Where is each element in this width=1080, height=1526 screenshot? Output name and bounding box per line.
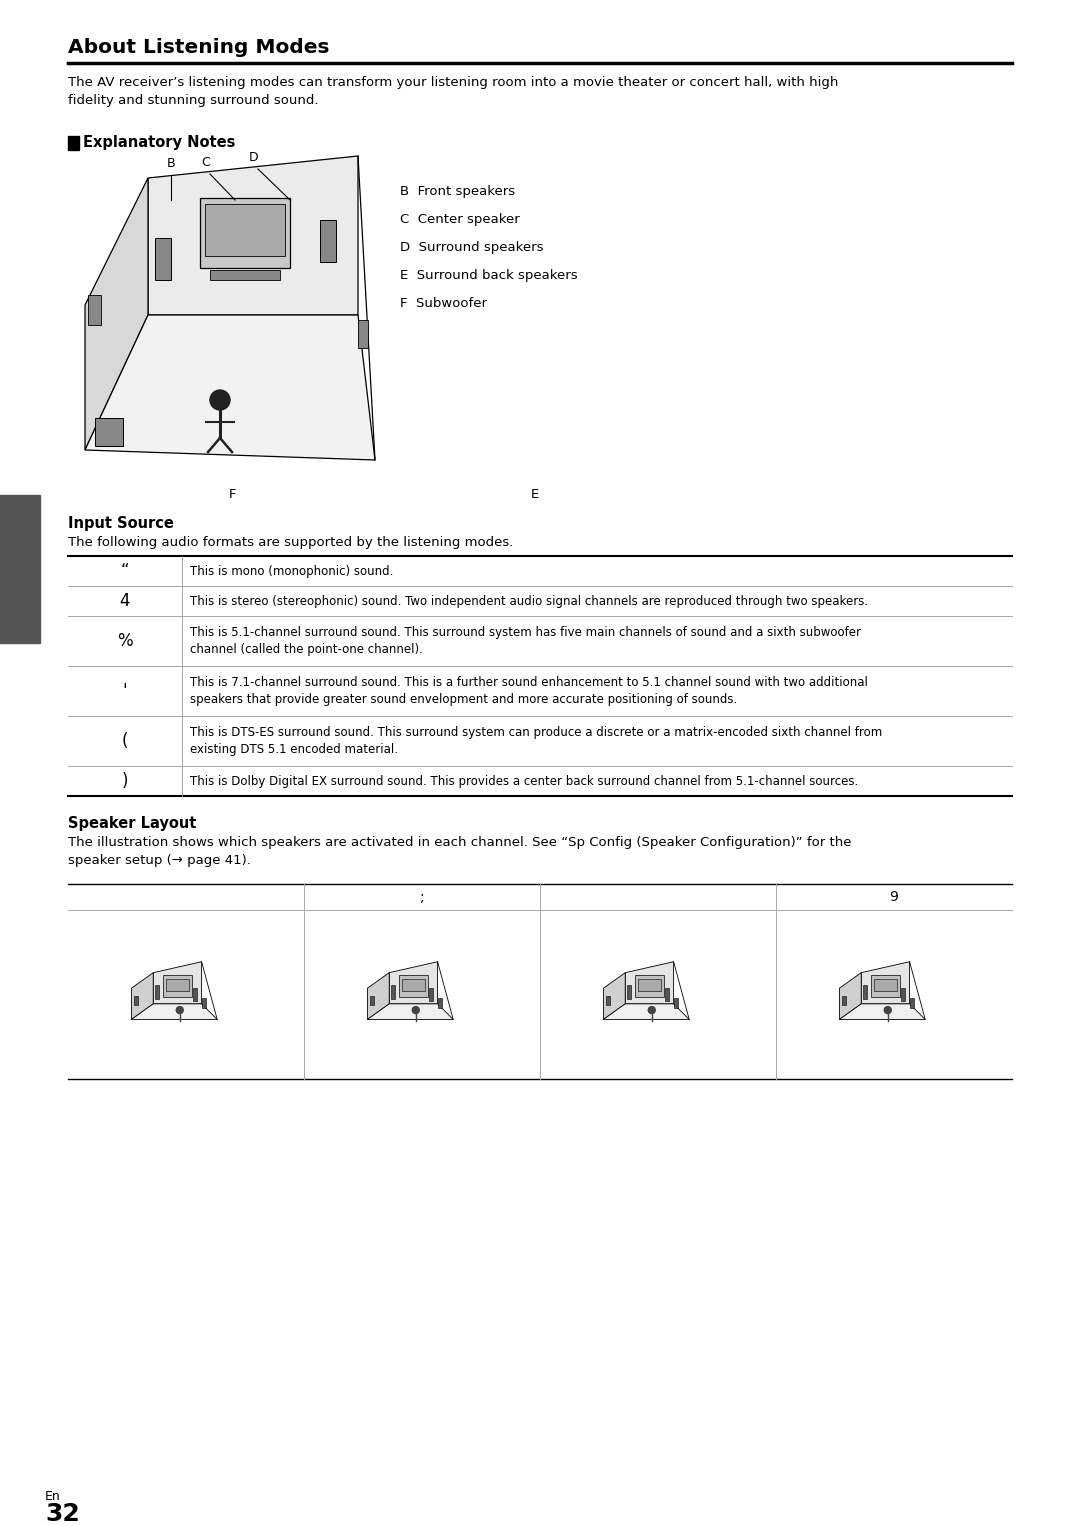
Bar bbox=[626, 986, 631, 1000]
Bar bbox=[429, 989, 433, 1001]
Bar bbox=[156, 238, 171, 279]
Text: E  Surround back speakers: E Surround back speakers bbox=[400, 269, 578, 282]
Circle shape bbox=[413, 1007, 419, 1013]
Bar bbox=[606, 996, 609, 1006]
Text: %: % bbox=[118, 632, 133, 650]
Text: En: En bbox=[45, 1489, 60, 1503]
Bar bbox=[205, 204, 285, 256]
Polygon shape bbox=[625, 961, 674, 1004]
Bar bbox=[841, 996, 846, 1006]
Bar bbox=[399, 975, 429, 996]
Text: This is 7.1-channel surround sound. This is a further sound enhancement to 5.1 c: This is 7.1-channel surround sound. This… bbox=[190, 676, 868, 707]
Text: D: D bbox=[249, 151, 259, 163]
Bar bbox=[200, 198, 291, 269]
Bar bbox=[874, 980, 897, 990]
Bar bbox=[910, 998, 915, 1007]
Bar bbox=[163, 975, 192, 996]
Bar bbox=[134, 996, 137, 1006]
Text: This is mono (monophonic) sound.: This is mono (monophonic) sound. bbox=[190, 565, 393, 577]
Bar bbox=[0, 494, 40, 642]
Bar bbox=[210, 270, 280, 279]
Text: The AV receiver’s listening modes can transform your listening room into a movie: The AV receiver’s listening modes can tr… bbox=[68, 76, 838, 107]
Text: D  Surround speakers: D Surround speakers bbox=[400, 241, 543, 253]
Text: Input Source: Input Source bbox=[68, 516, 174, 531]
Bar bbox=[357, 320, 368, 348]
Text: 4: 4 bbox=[120, 592, 131, 610]
Text: The following audio formats are supported by the listening modes.: The following audio formats are supporte… bbox=[68, 536, 513, 549]
Polygon shape bbox=[861, 961, 909, 1004]
Circle shape bbox=[176, 1007, 184, 1013]
Text: F: F bbox=[228, 488, 235, 501]
Polygon shape bbox=[85, 314, 375, 459]
Circle shape bbox=[648, 1007, 656, 1013]
Bar bbox=[68, 136, 79, 150]
Polygon shape bbox=[389, 961, 437, 1004]
Polygon shape bbox=[85, 179, 148, 450]
Bar bbox=[438, 998, 443, 1007]
Text: The illustration shows which speakers are activated in each channel. See “Sp Con: The illustration shows which speakers ar… bbox=[68, 836, 851, 867]
Polygon shape bbox=[839, 1004, 926, 1019]
Polygon shape bbox=[132, 1004, 217, 1019]
Text: E: E bbox=[531, 488, 539, 501]
Bar bbox=[154, 986, 159, 1000]
Text: Speaker Layout: Speaker Layout bbox=[68, 816, 197, 832]
Bar bbox=[402, 980, 426, 990]
Text: 32: 32 bbox=[45, 1502, 80, 1526]
Text: About Listening Modes: About Listening Modes bbox=[68, 38, 329, 56]
Text: B  Front speakers: B Front speakers bbox=[400, 185, 515, 198]
Text: “: “ bbox=[121, 562, 130, 580]
Polygon shape bbox=[367, 972, 389, 1019]
Text: C: C bbox=[202, 156, 211, 169]
Bar bbox=[901, 989, 905, 1001]
Text: ): ) bbox=[122, 772, 129, 790]
Text: (: ( bbox=[122, 732, 129, 749]
Text: This is stereo (stereophonic) sound. Two independent audio signal channels are r: This is stereo (stereophonic) sound. Two… bbox=[190, 595, 868, 607]
Text: This is DTS-ES surround sound. This surround system can produce a discrete or a : This is DTS-ES surround sound. This surr… bbox=[190, 726, 882, 757]
Bar bbox=[369, 996, 374, 1006]
Text: F  Subwoofer: F Subwoofer bbox=[400, 298, 487, 310]
Polygon shape bbox=[132, 972, 153, 1019]
Bar bbox=[674, 998, 678, 1007]
Bar bbox=[193, 989, 197, 1001]
Polygon shape bbox=[148, 156, 357, 314]
Bar bbox=[165, 980, 189, 990]
Polygon shape bbox=[367, 1004, 454, 1019]
Text: ': ' bbox=[123, 682, 127, 700]
Text: Explanatory Notes: Explanatory Notes bbox=[83, 134, 235, 150]
Text: This is Dolby Digital EX surround sound. This provides a center back surround ch: This is Dolby Digital EX surround sound.… bbox=[190, 775, 859, 787]
Text: C  Center speaker: C Center speaker bbox=[400, 214, 519, 226]
Polygon shape bbox=[604, 1004, 689, 1019]
Text: This is 5.1-channel surround sound. This surround system has five main channels : This is 5.1-channel surround sound. This… bbox=[190, 626, 861, 656]
Text: B: B bbox=[166, 157, 175, 169]
Bar bbox=[637, 980, 661, 990]
Polygon shape bbox=[604, 972, 625, 1019]
Polygon shape bbox=[839, 972, 861, 1019]
Bar bbox=[863, 986, 866, 1000]
Bar bbox=[870, 975, 901, 996]
Text: 9: 9 bbox=[890, 890, 899, 903]
Bar bbox=[87, 295, 102, 325]
Circle shape bbox=[210, 391, 230, 410]
Text: ;: ; bbox=[420, 890, 424, 903]
Circle shape bbox=[885, 1007, 891, 1013]
Bar bbox=[665, 989, 669, 1001]
Bar bbox=[635, 975, 664, 996]
Bar bbox=[95, 418, 123, 446]
Bar bbox=[320, 220, 336, 262]
Polygon shape bbox=[153, 961, 202, 1004]
Bar bbox=[391, 986, 394, 1000]
Bar bbox=[202, 998, 206, 1007]
